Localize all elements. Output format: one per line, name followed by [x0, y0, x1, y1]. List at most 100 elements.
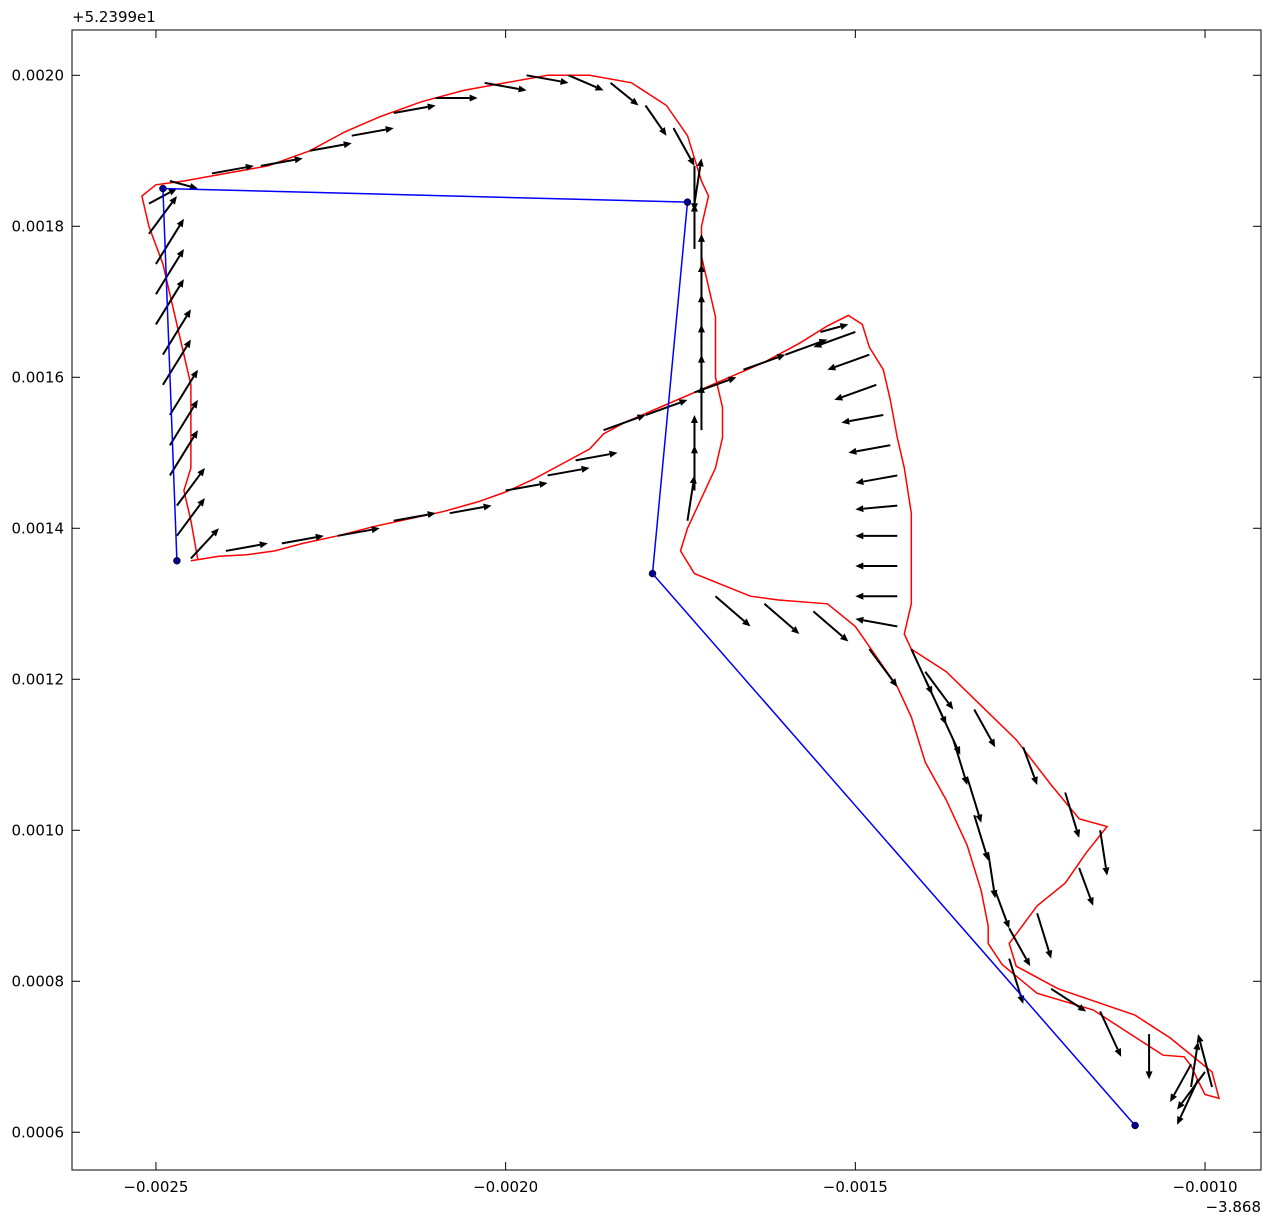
heading-arrow [603, 414, 646, 432]
heading-arrow [260, 156, 303, 167]
heading-arrow [686, 475, 697, 521]
heading-arrow [169, 180, 198, 190]
heading-arrows [148, 74, 1214, 1125]
heading-arrow [645, 399, 688, 416]
heading-arrow [820, 323, 849, 333]
heading-arrow [812, 610, 849, 642]
heading-arrow [148, 188, 177, 205]
heading-arrow [526, 74, 569, 85]
heading-arrow [672, 127, 695, 166]
heading-arrow [690, 165, 698, 212]
heading-arrow [176, 467, 205, 507]
heading-arrow [575, 450, 618, 462]
heading-arrow [855, 592, 898, 600]
plot-layer [141, 74, 1221, 1130]
heading-arrow [169, 369, 198, 416]
heading-arrow [449, 503, 492, 515]
heading-arrow [973, 708, 996, 748]
heading-arrow [568, 74, 604, 91]
heading-arrow [211, 163, 254, 175]
heading-arrow [176, 498, 205, 537]
heading-arrow [393, 103, 436, 115]
heading-arrow [1190, 1041, 1201, 1088]
x-tick-label: −0.0015 [823, 1178, 888, 1196]
heading-arrow [225, 541, 268, 552]
route-marker [159, 184, 167, 193]
y-tick-label: 0.0014 [12, 519, 65, 537]
x-tick-label: −0.0020 [473, 1178, 538, 1196]
heading-arrow [162, 339, 191, 386]
heading-arrow [155, 218, 184, 265]
heading-arrow [994, 890, 1010, 929]
heading-arrow [609, 82, 639, 106]
y-tick-label: 0.0012 [12, 670, 65, 688]
heading-arrow [973, 814, 990, 861]
y-axis-ticks: 0.0006 0.0008 0.0010 0.0012 0.0014 0.0016 0.00… [12, 66, 1261, 1141]
y-tick-label: 0.0010 [12, 821, 65, 839]
heading-arrow [337, 526, 380, 537]
heading-arrow [281, 533, 324, 545]
heading-arrow [714, 595, 751, 627]
heading-arrow [169, 399, 198, 446]
heading-arrow [351, 126, 394, 137]
x-offset-label: −3.868 [1205, 1198, 1261, 1216]
heading-arrow [848, 444, 891, 455]
y-offset-label: +5.2399e1 [72, 8, 156, 26]
heading-arrow [148, 196, 177, 235]
route-marker [1131, 1121, 1139, 1130]
route-marker [648, 569, 657, 578]
heading-arrow [855, 532, 898, 540]
heading-arrow [1022, 746, 1038, 785]
heading-arrow [1099, 1011, 1122, 1057]
x-tick-label: −0.0010 [1173, 1178, 1238, 1196]
x-axis-ticks: −0.0025 −0.0020 −0.0015 −0.0010 [123, 30, 1238, 1196]
heading-arrow [435, 94, 478, 102]
heading-arrow [952, 739, 969, 785]
heading-arrow [309, 141, 352, 152]
heading-arrow [855, 504, 898, 513]
heading-arrow [834, 383, 877, 401]
heading-arrow [813, 331, 856, 348]
heading-arrow [505, 480, 548, 492]
heading-arrow [855, 616, 898, 628]
route-marker [173, 556, 181, 565]
heading-arrow [1064, 792, 1081, 838]
heading-arrow [1145, 1034, 1153, 1080]
heading-arrow [697, 384, 705, 431]
heading-arrow [644, 104, 667, 136]
y-tick-label: 0.0006 [12, 1123, 65, 1141]
heading-arrow [841, 414, 884, 425]
heading-arrow [855, 562, 898, 570]
y-tick-label: 0.0018 [12, 217, 65, 235]
heading-arrow [1099, 830, 1110, 876]
route-marker [683, 198, 692, 206]
heading-arrow [743, 354, 786, 371]
heading-arrow [155, 248, 184, 295]
heading-arrow [1008, 927, 1031, 967]
heading-arrow [827, 353, 870, 371]
y-tick-label: 0.0020 [12, 66, 65, 84]
track-line [141, 74, 1221, 1100]
heading-arrow [1036, 913, 1053, 959]
heading-arrow [924, 671, 954, 710]
heading-arrow [1177, 1071, 1206, 1110]
heading-arrow [855, 474, 898, 486]
heading-arrow [1170, 1063, 1192, 1103]
x-tick-label: −0.0025 [123, 1178, 188, 1196]
heading-arrow [690, 445, 698, 491]
heading-arrow [938, 709, 961, 755]
y-tick-label: 0.0008 [12, 972, 65, 990]
route-markers [159, 184, 1139, 1130]
y-tick-label: 0.0016 [12, 368, 65, 386]
heading-arrow [1196, 1034, 1214, 1088]
heading-arrow [1050, 987, 1087, 1012]
heading-arrow [547, 465, 590, 477]
heading-arrow [1078, 867, 1094, 906]
heading-arrow [484, 81, 527, 93]
heading-arrow [966, 777, 983, 823]
heading-arrow [190, 528, 219, 560]
heading-arrow [162, 309, 191, 356]
heading-arrow [393, 511, 436, 522]
heading-arrow [868, 648, 898, 687]
